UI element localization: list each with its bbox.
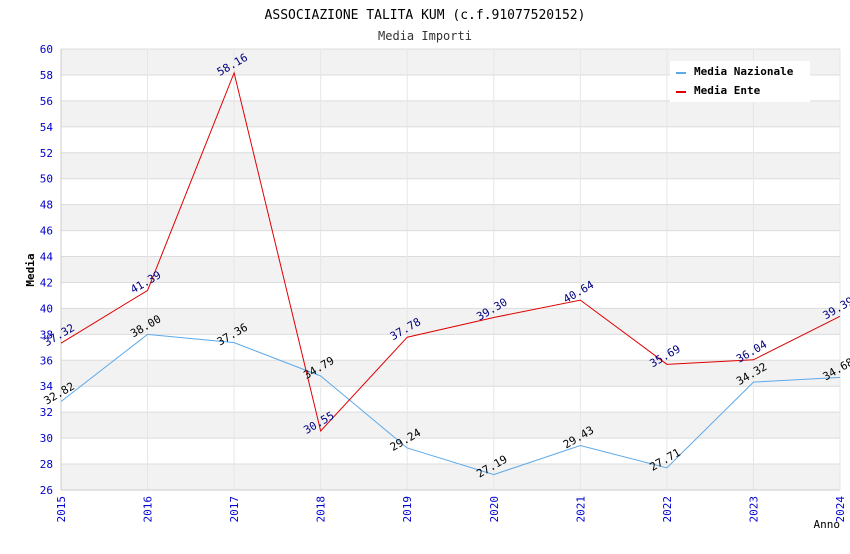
chart-title: ASSOCIAZIONE TALITA KUM (c.f.91077520152…	[265, 8, 586, 23]
grid-band	[61, 438, 840, 465]
legend-label-media-nazionale: Media Nazionale	[694, 65, 794, 78]
grid-band	[61, 334, 840, 361]
grid-band	[61, 282, 840, 309]
tick-labels: 26 28 30 32 34 36 38 40 42 44 46 48 50 52 54 56 58 60 2015…	[40, 43, 847, 523]
legend-box	[670, 61, 810, 102]
series-lines	[60, 71, 841, 476]
x-tick-label: 2024	[834, 496, 847, 523]
series-line-media-nazionale	[60, 333, 841, 476]
y-tick-label: 52	[40, 147, 53, 160]
grid-band	[61, 230, 840, 257]
y-tick-label: 26	[40, 484, 53, 497]
y-tick-label: 50	[40, 173, 53, 186]
y-tick-label: 58	[40, 69, 53, 82]
grid-band	[61, 152, 840, 179]
series-line-media-ente	[60, 71, 841, 433]
chart-subtitle: Media Importi	[378, 29, 472, 43]
y-tick-label: 32	[40, 406, 53, 419]
x-tick-label: 2020	[488, 496, 501, 523]
x-tick-label: 2023	[747, 496, 760, 523]
y-tick-label: 40	[40, 302, 53, 315]
y-tick-label: 34	[40, 380, 54, 393]
axes	[60, 49, 840, 491]
grid-band	[61, 386, 840, 413]
y-axis-label: Media	[24, 253, 37, 286]
x-tick-label: 2017	[228, 496, 241, 523]
legend-label-media-ente: Media Ente	[694, 84, 761, 97]
x-axis-label: Anno	[814, 518, 841, 531]
grid-band	[61, 178, 840, 205]
plot-background-bands	[61, 49, 840, 490]
y-tick-label: 46	[40, 225, 53, 238]
x-tick-label: 2019	[401, 496, 414, 523]
grid-band	[61, 100, 840, 127]
x-tick-label: 2022	[661, 496, 674, 523]
y-tick-label: 28	[40, 458, 53, 471]
grid-band	[61, 412, 840, 439]
y-tick-label: 38	[40, 328, 53, 341]
y-tick-label: 36	[40, 354, 53, 367]
x-tick-label: 2021	[574, 496, 587, 523]
y-tick-label: 48	[40, 199, 53, 212]
grid-band	[61, 360, 840, 387]
grid-band	[61, 308, 840, 335]
x-tick-label: 2015	[55, 496, 68, 523]
y-tick-label: 30	[40, 432, 53, 445]
x-tick-label: 2018	[315, 496, 328, 523]
x-tick-label: 2016	[142, 496, 155, 523]
y-tick-label: 56	[40, 95, 53, 108]
y-tick-label: 60	[40, 43, 53, 56]
y-tick-label: 54	[40, 121, 54, 134]
grid-band	[61, 204, 840, 231]
grid-band	[61, 464, 840, 490]
grid-band	[61, 126, 840, 153]
y-tick-label: 42	[40, 276, 53, 289]
legend: Media Nazionale Media Ente	[670, 61, 810, 102]
grid-band	[61, 256, 840, 283]
y-tick-label: 44	[40, 251, 54, 264]
